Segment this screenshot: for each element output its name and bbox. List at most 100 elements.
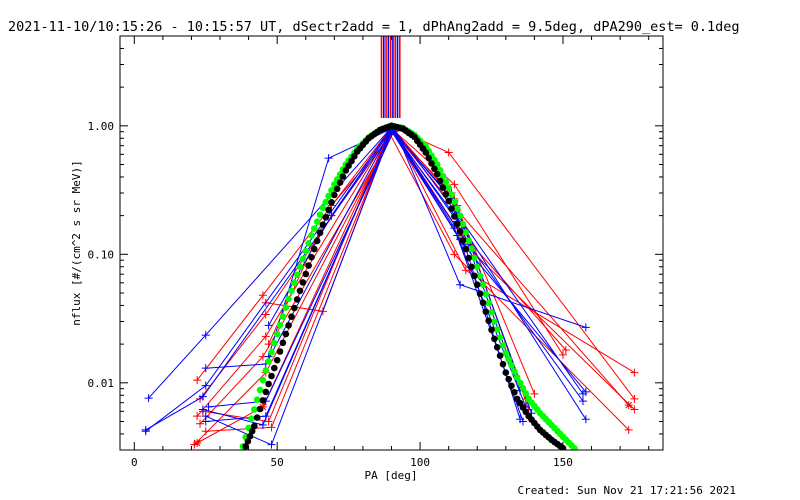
fit-point xyxy=(242,443,249,450)
fit-point xyxy=(436,177,444,185)
fit-point xyxy=(285,322,292,329)
data-point-plus xyxy=(461,266,470,275)
fit-point xyxy=(473,263,481,271)
fit-point xyxy=(331,191,338,199)
fit-point xyxy=(479,281,487,289)
fit-point xyxy=(422,149,430,156)
y-axis-label: nflux [#/(cm^2 s sr MeV)] xyxy=(70,160,83,326)
data-point-plus xyxy=(141,425,150,434)
fit-point xyxy=(476,290,484,298)
fit-point xyxy=(276,348,284,355)
fit-point xyxy=(244,438,252,445)
data-point-plus xyxy=(258,420,267,429)
fit-point xyxy=(251,422,258,430)
fit-point xyxy=(325,206,332,214)
fit-point xyxy=(313,237,321,245)
x-tick-label: 0 xyxy=(131,456,138,469)
fit-point xyxy=(491,318,498,325)
fit-point xyxy=(453,220,461,228)
data-point-plus xyxy=(450,180,459,189)
fit-point xyxy=(516,379,524,387)
fit-point xyxy=(508,362,515,369)
fit-point xyxy=(253,396,261,404)
fit-point xyxy=(282,304,290,311)
fit-point xyxy=(251,406,258,413)
x-axis-label: PA [deg] xyxy=(365,469,418,482)
fit-point xyxy=(496,334,504,341)
fit-point xyxy=(336,179,344,186)
data-point-plus xyxy=(261,332,270,341)
fit-point xyxy=(468,245,475,253)
fit-point xyxy=(439,184,447,191)
fit-point xyxy=(448,205,455,212)
fit-point xyxy=(271,364,278,372)
data-point-plus xyxy=(144,394,153,403)
fit-point xyxy=(293,296,301,303)
fit-point xyxy=(425,154,433,162)
fit-point xyxy=(485,299,493,307)
fit-point xyxy=(448,191,455,198)
data-point-plus xyxy=(201,417,210,426)
y-tick-label: 0.10 xyxy=(88,248,115,261)
fit-point xyxy=(311,245,318,253)
data-point-plus xyxy=(530,389,539,398)
data-point-plus xyxy=(456,280,465,289)
fit-point xyxy=(276,321,284,329)
fit-point xyxy=(302,247,310,255)
fit-point xyxy=(253,414,261,421)
fit-point xyxy=(456,212,464,219)
data-point-plus xyxy=(264,417,273,426)
fit-point xyxy=(308,232,315,239)
fit-point xyxy=(319,221,327,228)
fit-point xyxy=(431,165,438,173)
fit-point xyxy=(282,330,290,338)
data-series xyxy=(144,123,527,426)
x-tick-label: 50 xyxy=(271,456,284,469)
data-point-plus xyxy=(258,291,267,300)
fit-point xyxy=(259,397,267,404)
data-point-plus xyxy=(193,412,202,421)
fit-point xyxy=(522,390,530,397)
data-point-plus xyxy=(264,321,273,330)
data-series xyxy=(204,125,587,411)
fit-point xyxy=(291,304,298,312)
fit-point xyxy=(502,369,510,376)
data-series xyxy=(264,127,639,377)
fit-point xyxy=(482,290,490,298)
fit-point xyxy=(496,352,504,360)
fit-point xyxy=(273,330,281,338)
data-point-star xyxy=(193,439,202,448)
fit-point xyxy=(459,220,467,228)
data-point-plus xyxy=(630,405,639,414)
created-timestamp: Created: Sun Nov 21 17:21:56 2021 xyxy=(517,484,736,497)
x-tick-label: 100 xyxy=(410,456,430,469)
data-point-plus xyxy=(198,392,207,401)
fit-point xyxy=(262,388,270,396)
data-point-plus xyxy=(561,346,570,355)
plot-area xyxy=(141,36,639,450)
fit-point xyxy=(288,313,295,321)
fit-point xyxy=(248,427,256,435)
fit-point xyxy=(299,279,307,286)
fit-point xyxy=(433,170,441,178)
fit-point xyxy=(471,272,478,280)
data-point-plus xyxy=(204,402,213,411)
data-point-plus xyxy=(630,394,639,403)
fit-point xyxy=(468,263,475,271)
data-point-plus xyxy=(198,405,207,414)
fit-point xyxy=(511,368,518,375)
data-point-plus xyxy=(581,415,590,424)
fit-point xyxy=(305,240,312,247)
fit-point xyxy=(302,270,310,278)
fit-point xyxy=(279,339,287,347)
fit-point xyxy=(262,367,270,374)
fit-point xyxy=(465,237,473,244)
fit-point xyxy=(299,255,307,263)
fit-point xyxy=(273,356,281,364)
fit-point xyxy=(511,389,518,396)
data-point-plus xyxy=(327,211,336,220)
fit-point xyxy=(451,198,458,205)
fit-point xyxy=(519,384,527,392)
plot-frame xyxy=(119,35,664,451)
